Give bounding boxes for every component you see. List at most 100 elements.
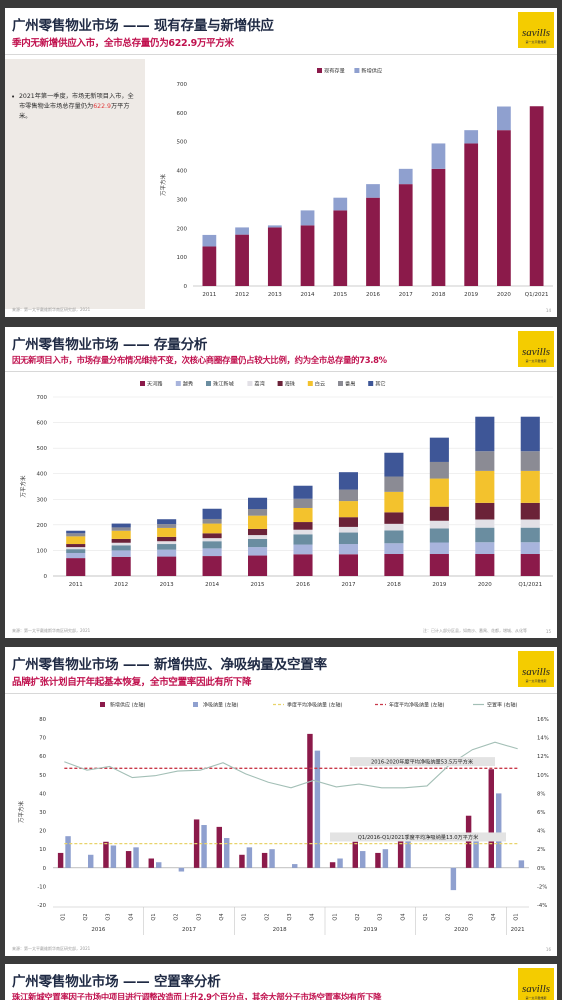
y-tick-label: 200: [177, 226, 188, 232]
bar: [307, 733, 313, 868]
bar-segment: [475, 542, 495, 555]
slide-title: 广州零售物业市场 —— 存量分析: [12, 337, 208, 353]
slide-subtitle: 季内无新增供应入市，全市总存量仍为622.9万平方米: [12, 38, 234, 49]
bar-segment: [333, 197, 348, 211]
bar: [57, 852, 64, 868]
slide-subtitle: 品牌扩张计划自开年起基本恢复，全市空置率因此有所下降: [12, 677, 252, 688]
bar: [375, 852, 381, 868]
bar-segment: [111, 556, 131, 576]
x-group-label: 2017: [182, 927, 196, 933]
bar: [473, 834, 479, 868]
x-tick-label: 2020: [497, 292, 511, 298]
bar-segment: [157, 519, 177, 525]
x-tick-label: 2019: [432, 582, 446, 588]
source-note: 来源：第一太平戴维斯华南区研究部，2021: [12, 946, 91, 951]
logo-text: savills: [521, 983, 551, 995]
y-tick-label: 0: [43, 866, 47, 872]
bar-segment: [520, 554, 540, 576]
legend-swatch: [307, 381, 313, 386]
x-tick-label: 2013: [268, 292, 282, 298]
bar-segment: [267, 227, 282, 286]
legend-label: 年度平均净吸纳量 (左轴): [389, 702, 445, 709]
bar-segment: [66, 533, 86, 537]
bar-segment: [520, 451, 540, 471]
y2-tick-label: 0%: [537, 866, 545, 872]
bar: [352, 841, 358, 868]
x-tick-label: 2017: [341, 582, 355, 588]
x-tick-label: Q1: [242, 913, 248, 920]
x-tick-label: Q2: [355, 913, 361, 920]
divider: [5, 371, 557, 372]
y2-tick-label: 6%: [537, 810, 545, 816]
bar-segment: [202, 548, 222, 557]
page-number: 16: [545, 947, 551, 952]
bar-segment: [248, 515, 268, 529]
bar-segment: [475, 554, 495, 576]
bar-segment: [202, 234, 217, 247]
bar-segment: [111, 523, 131, 528]
y-tick-label: 400: [177, 169, 188, 175]
bar-segment: [293, 485, 313, 499]
bar-segment: [300, 210, 315, 226]
bar-segment: [384, 476, 404, 492]
savills-logo: savills 第一太平戴维斯: [518, 968, 554, 1000]
bar-segment: [66, 552, 86, 559]
y-tick-label: 700: [177, 82, 188, 88]
logo-text: savills: [521, 666, 551, 678]
y-tick-label: 300: [37, 497, 48, 503]
x-group-label: 2019: [363, 927, 377, 933]
bar: [360, 851, 366, 868]
slide-subtitle: 珠江新城空置率因子市场中项目进行调整改造而上升2.9个百分点，其余大部分子市场空…: [12, 992, 382, 1000]
bar-segment: [157, 527, 177, 537]
y2-tick-label: -2%: [537, 884, 547, 890]
legend-label: 荔湾: [254, 380, 264, 388]
bar-segment: [529, 106, 544, 286]
bar: [382, 849, 389, 868]
x-tick-label: Q4: [491, 913, 497, 920]
bar-segment: [398, 168, 413, 185]
y-tick-label: 200: [37, 523, 48, 529]
commentary-panel: [5, 59, 145, 309]
bar-segment: [267, 225, 282, 228]
bar: [216, 826, 222, 868]
source-note: 来源：第一太平戴维斯华南区研究部，2021: [12, 628, 91, 633]
bar-segment: [384, 523, 404, 531]
x-tick-label: Q3: [196, 913, 202, 920]
bar-segment: [497, 106, 511, 131]
bar-segment: [338, 532, 358, 545]
bar-segment: [520, 519, 540, 528]
legend-swatch: [338, 381, 343, 386]
x-tick-label: 2012: [114, 582, 128, 588]
x-tick-label: 2018: [431, 292, 445, 298]
legend-swatch: [206, 381, 211, 386]
bar-segment: [338, 526, 358, 533]
divider: [5, 693, 557, 694]
y2-tick-label: 4%: [537, 829, 545, 835]
footnote: 注：已计入部分区县，如南沙、番禺、花都，增城、从化等: [423, 628, 527, 633]
note-highlight: 622.9: [93, 103, 111, 110]
bar-segment: [520, 542, 540, 555]
x-tick-label: Q2: [174, 913, 180, 920]
savills-logo: savills 第一太平戴维斯: [518, 651, 554, 687]
logo-subtext: 第一太平戴维斯: [525, 679, 547, 683]
legend-label: 新增供应 (左轴): [110, 702, 146, 709]
y-tick-label: 100: [177, 255, 188, 261]
bar: [465, 815, 472, 868]
bar-segment: [338, 554, 358, 576]
annotation-text: 2016-2020年度平均净吸纳量53.5万平方米: [371, 758, 474, 766]
bar-segment: [66, 549, 86, 553]
y-tick-label: 50: [39, 773, 46, 779]
y-tick-label: 600: [177, 111, 188, 117]
y2-tick-label: 10%: [537, 773, 549, 779]
y-tick-label: 500: [177, 140, 188, 146]
slide-title: 广州零售物业市场 —— 空置率分析: [12, 974, 221, 990]
legend-swatch: [193, 702, 198, 707]
bar-segment: [429, 437, 449, 462]
x-tick-label: Q1: [332, 913, 338, 920]
bar-segment: [202, 523, 222, 534]
x-tick-label: 2011: [69, 582, 83, 588]
slide-vacancy-analysis: 广州零售物业市场 —— 空置率分析 珠江新城空置率因子市场中项目进行调整改造而上…: [5, 964, 557, 1000]
bar-segment: [157, 536, 177, 542]
x-group-label: 2018: [273, 927, 287, 933]
x-tick-label: 2016: [296, 582, 310, 588]
